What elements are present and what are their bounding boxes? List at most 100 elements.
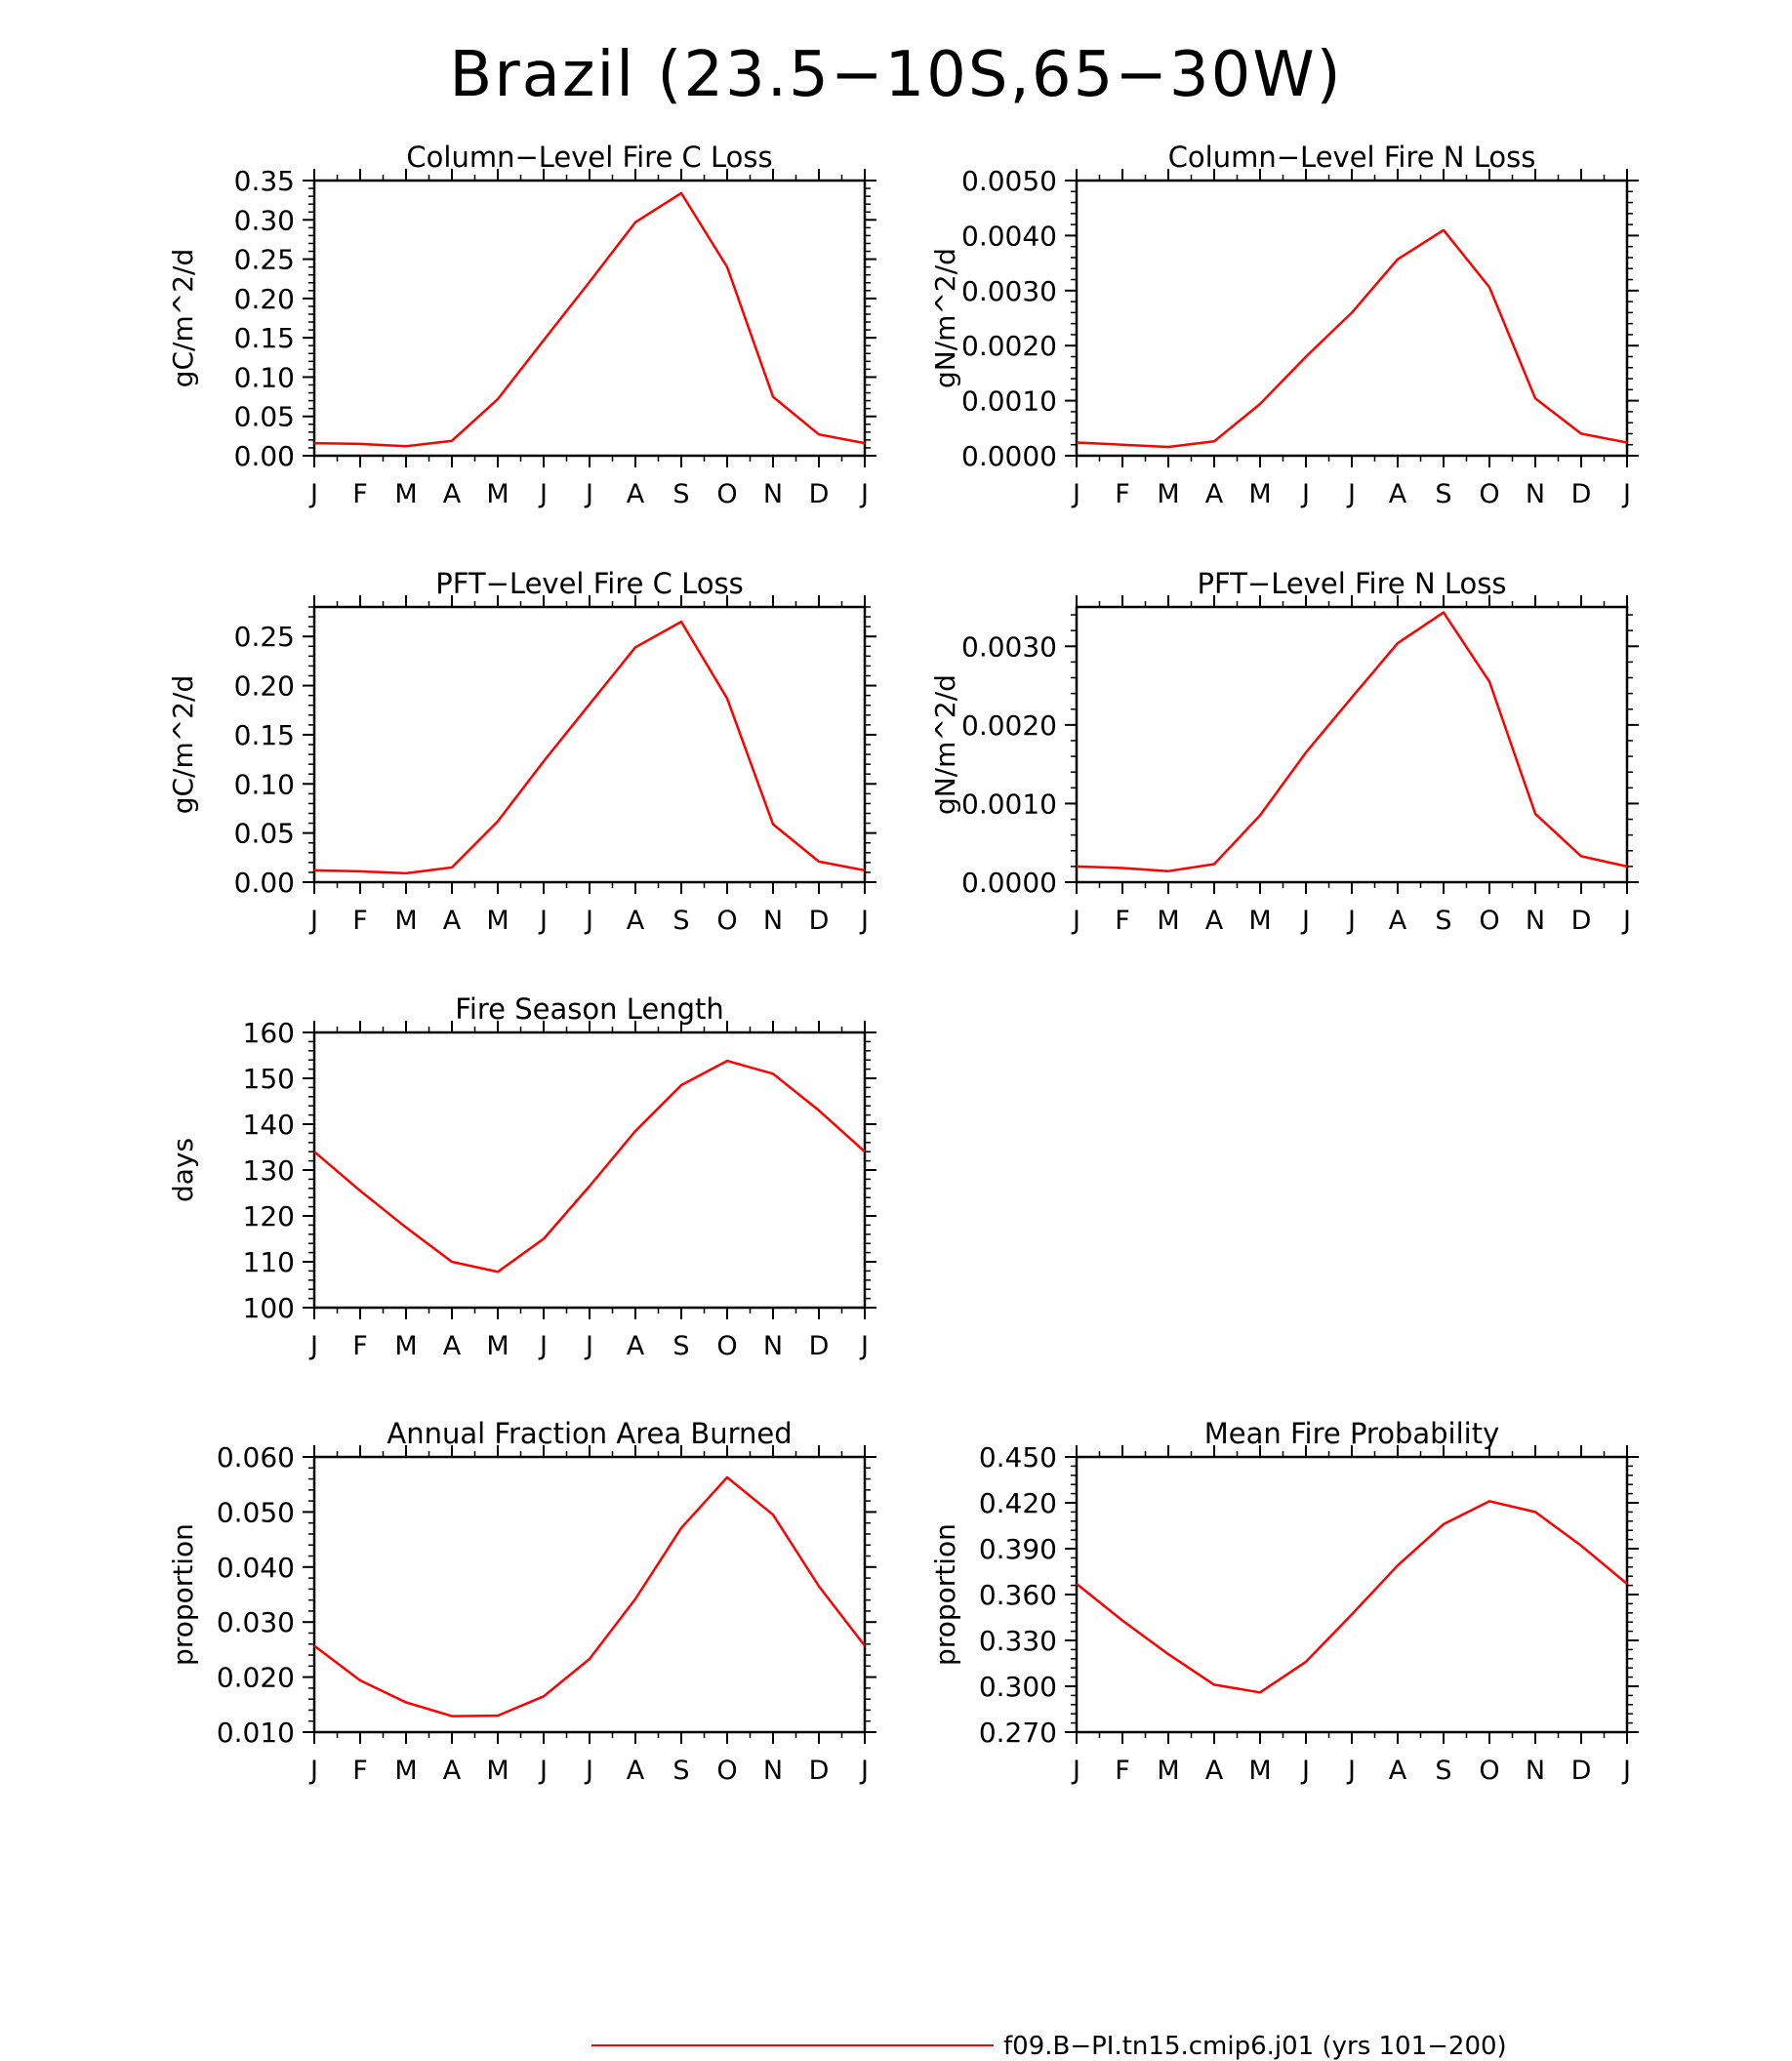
x-tick-label: O — [1479, 1756, 1499, 1786]
x-tick-label: M — [1248, 1756, 1271, 1786]
x-tick-label: J — [538, 1756, 548, 1786]
x-tick-label: M — [1157, 479, 1179, 509]
x-tick-label: M — [394, 906, 417, 936]
y-tick-label: 140 — [243, 1109, 295, 1141]
y-tick-label: 0.10 — [234, 361, 295, 393]
x-tick-label: J — [1346, 906, 1356, 936]
series-line — [313, 1059, 866, 1273]
x-tick-label: D — [809, 906, 830, 936]
y-tick-label: 120 — [243, 1200, 295, 1233]
y-tick-label: 0.0030 — [961, 630, 1057, 663]
chart-title: Annual Fraction Area Burned — [387, 1417, 792, 1450]
y-tick-label: 0.0000 — [961, 867, 1057, 899]
x-tick-label: M — [1248, 906, 1271, 936]
y-tick-label: 0.15 — [234, 719, 295, 751]
x-tick-label: J — [584, 1756, 593, 1786]
y-tick-label: 0.00 — [234, 440, 295, 472]
chart-panel-4: J F M A M J J A S O N D J0.00000.00100.00200.0030PFT… — [929, 567, 1639, 936]
x-tick-label: A — [443, 906, 462, 936]
x-tick-label: J — [584, 906, 593, 936]
y-tick-label: 0.15 — [234, 322, 295, 354]
y-tick-label: 0.20 — [234, 670, 295, 703]
x-tick-label: O — [716, 479, 737, 509]
x-tick-label: M — [394, 1331, 417, 1361]
x-tick-label: M — [486, 1331, 509, 1361]
x-tick-label: J — [584, 1331, 593, 1361]
y-tick-label: 0.390 — [979, 1533, 1057, 1565]
x-tick-label: J — [859, 479, 869, 509]
series-line — [313, 1475, 866, 1718]
x-tick-label: M — [1157, 1756, 1179, 1786]
x-tick-label: S — [672, 1756, 689, 1786]
y-axis-label: days — [167, 1138, 199, 1202]
x-tick-label: A — [1205, 1756, 1224, 1786]
plot-frame — [1075, 1455, 1629, 1734]
x-tick-label: M — [394, 1756, 417, 1786]
x-tick-label: M — [394, 479, 417, 509]
x-tick-label: N — [763, 1331, 783, 1361]
y-tick-label: 0.0000 — [961, 440, 1057, 472]
x-tick-label: J — [1300, 479, 1310, 509]
x-tick-label: A — [1205, 479, 1224, 509]
y-tick-label: 0.0020 — [961, 709, 1057, 742]
chart-title: Mean Fire Probability — [1204, 1417, 1500, 1450]
y-tick-label: 0.30 — [234, 204, 295, 236]
x-tick-label: J — [1621, 906, 1631, 936]
y-tick-label: 0.25 — [234, 244, 295, 276]
x-tick-label: F — [352, 906, 368, 936]
x-tick-label: A — [443, 479, 462, 509]
x-tick-label: D — [1571, 906, 1592, 936]
x-tick-label: A — [1389, 479, 1407, 509]
plot-frame — [312, 179, 867, 458]
x-tick-label: O — [1479, 906, 1499, 936]
y-tick-label: 0.10 — [234, 768, 295, 800]
x-tick-label: J — [308, 1331, 318, 1361]
x-tick-label: A — [627, 906, 645, 936]
x-tick-label: S — [1435, 479, 1451, 509]
y-tick-label: 0.0010 — [961, 385, 1057, 418]
x-tick-label: J — [1071, 479, 1080, 509]
x-tick-label: J — [584, 479, 593, 509]
x-tick-label: F — [1115, 479, 1130, 509]
series-line — [1076, 1500, 1628, 1694]
y-axis-label: proportion — [167, 1523, 199, 1666]
chart-panel-6: J F M A M J J A S O N D J0.0100.0200.0300.0400.0500.… — [167, 1417, 876, 1786]
x-tick-label: N — [1526, 1756, 1545, 1786]
page-title: Brazil (23.5−10S,65−30W) — [449, 39, 1343, 111]
chart-title: PFT−Level Fire N Loss — [1198, 567, 1507, 600]
series-line — [1076, 611, 1628, 872]
x-tick-label: A — [443, 1756, 462, 1786]
y-tick-label: 0.010 — [217, 1717, 295, 1749]
x-tick-label: J — [1621, 1756, 1631, 1786]
x-tick-label: A — [443, 1331, 462, 1361]
y-tick-label: 0.300 — [979, 1671, 1057, 1703]
x-tick-label: F — [352, 479, 368, 509]
y-tick-label: 0.0020 — [961, 330, 1057, 362]
y-tick-label: 100 — [243, 1292, 295, 1324]
x-tick-label: D — [809, 479, 830, 509]
chart-title: Column−Level Fire N Loss — [1168, 141, 1536, 174]
y-tick-label: 0.050 — [217, 1496, 295, 1528]
x-tick-label: A — [1205, 906, 1224, 936]
x-tick-label: S — [1435, 1756, 1451, 1786]
y-tick-label: 110 — [243, 1246, 295, 1278]
y-tick-label: 150 — [243, 1063, 295, 1095]
x-tick-label: O — [716, 1331, 737, 1361]
x-tick-label: J — [1300, 906, 1310, 936]
x-tick-label: J — [308, 1756, 318, 1786]
chart-panel-7: J F M A M J J A S O N D J0.2700.3000.3300.3600.3900.… — [929, 1417, 1639, 1786]
plot-frame — [312, 1455, 867, 1734]
y-axis-label: gC/m^2/d — [167, 249, 199, 388]
x-tick-label: F — [352, 1756, 368, 1786]
x-tick-label: J — [308, 479, 318, 509]
x-tick-label: A — [627, 479, 645, 509]
x-tick-label: J — [1346, 1756, 1356, 1786]
x-tick-label: N — [1526, 906, 1545, 936]
x-tick-label: M — [1157, 906, 1179, 936]
plot-frame — [1075, 179, 1629, 458]
y-tick-label: 0.360 — [979, 1579, 1057, 1611]
x-tick-label: N — [763, 1756, 783, 1786]
y-tick-label: 0.0030 — [961, 275, 1057, 307]
y-tick-label: 0.25 — [234, 621, 295, 653]
